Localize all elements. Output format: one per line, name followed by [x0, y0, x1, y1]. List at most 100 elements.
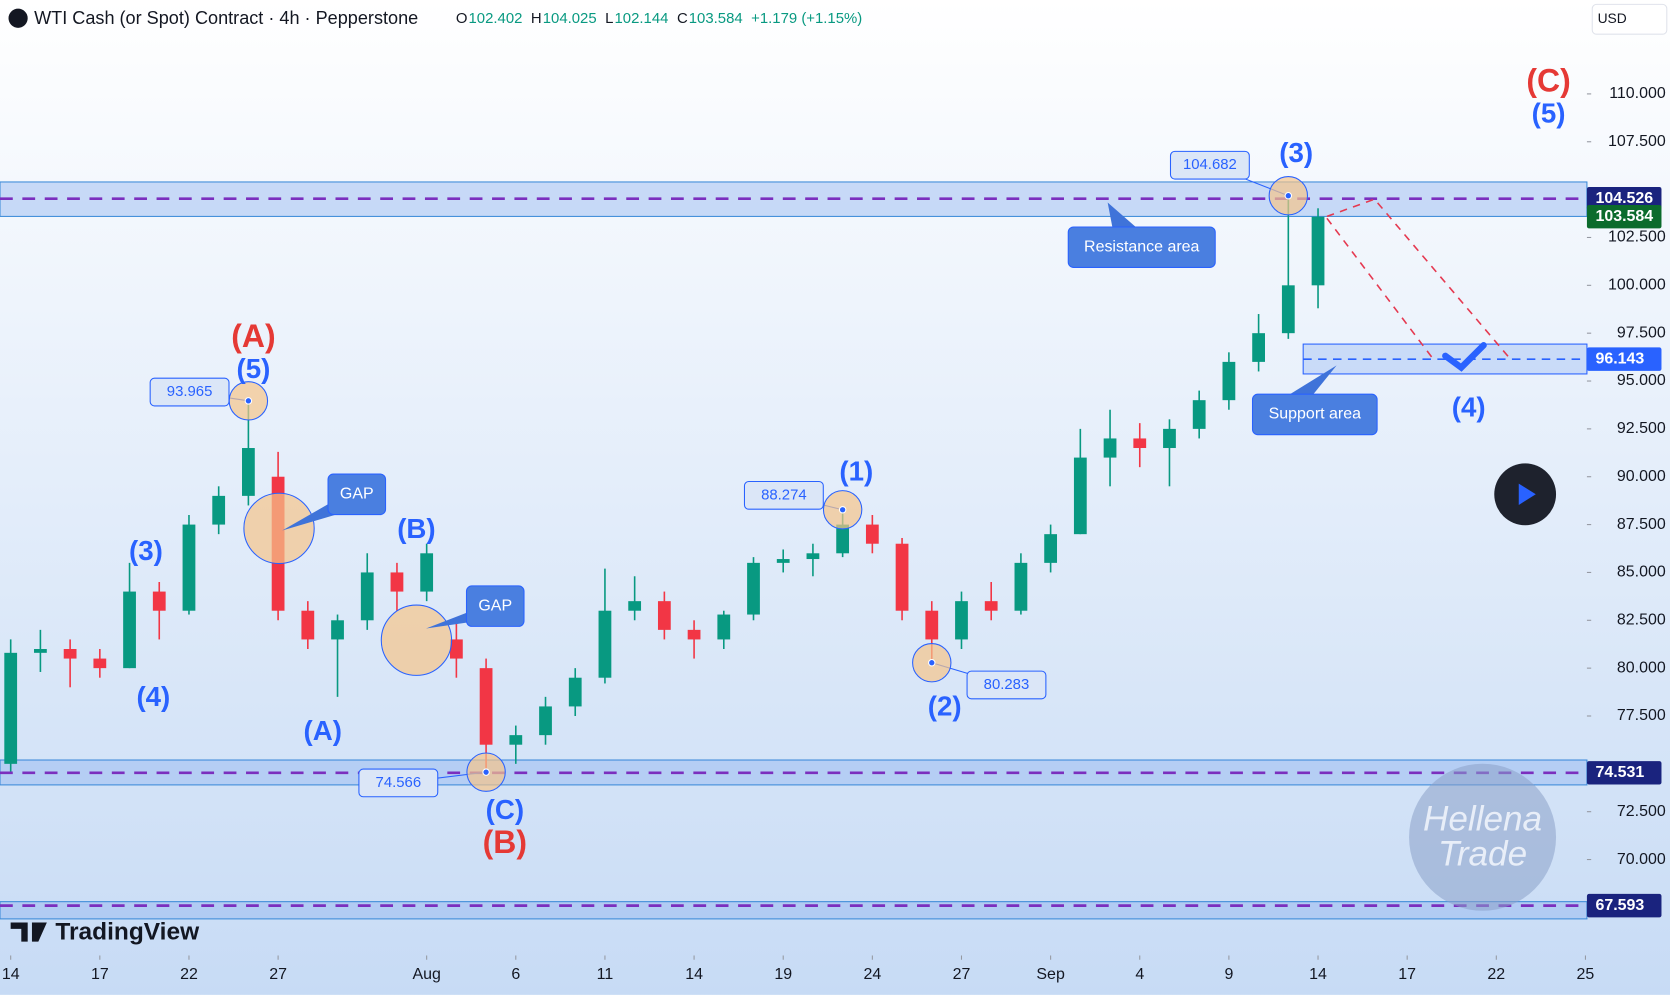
candle-body [331, 620, 344, 640]
wave-label: (4) [1452, 391, 1486, 422]
projection [1326, 217, 1435, 361]
callout-text: GAP [340, 486, 374, 503]
candle-body [242, 448, 255, 496]
wave-label: (B) [397, 513, 435, 544]
marker-value: 104.682 [1183, 157, 1237, 173]
callout-text: Support area [1269, 406, 1361, 423]
wave-label: (4) [136, 681, 170, 712]
candle-body [1133, 438, 1147, 449]
logo: TradingView [55, 919, 200, 946]
marker-value: 88.274 [761, 487, 807, 503]
candle-body [955, 601, 968, 640]
currency-box[interactable] [1591, 3, 1668, 35]
candle-body [420, 553, 434, 592]
y-tick-label: 85.000 [1617, 564, 1666, 581]
marker-box [149, 377, 230, 407]
candle-body [360, 572, 374, 621]
candle-body [1252, 333, 1265, 362]
y-tick-label: 77.500 [1617, 707, 1666, 724]
price-label: 104.526 [1595, 190, 1653, 207]
watermark-circle [1409, 763, 1557, 911]
y-tick-label: 87.500 [1617, 516, 1666, 533]
watermark: Hellena [1423, 800, 1542, 839]
candle-body [895, 543, 909, 611]
price-label: 74.531 [1595, 764, 1644, 781]
candle-body [806, 553, 820, 560]
candle-body [63, 649, 77, 659]
marker-value: 80.283 [984, 677, 1030, 693]
x-tick-label: 4 [1135, 966, 1144, 983]
callout-box [327, 473, 387, 516]
ohlc-value: 102.402 [469, 11, 523, 27]
candle-body [1044, 534, 1058, 563]
candle-body [657, 601, 671, 630]
x-tick-label: Sep [1036, 966, 1065, 983]
ohlc-key: O [456, 11, 468, 27]
gap-circle [243, 492, 315, 565]
wave-label: (2) [928, 691, 962, 722]
candle-body [1222, 361, 1236, 401]
candle-body [776, 559, 790, 563]
ohlc-key: L [605, 11, 613, 27]
marker-box [743, 480, 824, 510]
marker-dot [1284, 191, 1293, 200]
callout-tail [1289, 365, 1337, 395]
candle-body [34, 649, 47, 653]
x-tick-label: 6 [511, 966, 520, 983]
x-tick-label: Aug [412, 966, 440, 983]
candle-body [1073, 457, 1087, 535]
candle-body [836, 524, 850, 554]
candle-body [479, 668, 493, 745]
wave-label: (5) [237, 353, 271, 384]
candle-body [984, 601, 998, 611]
y-tick-label: 92.500 [1617, 420, 1666, 437]
candle-body [123, 591, 136, 669]
candle-body [182, 524, 196, 611]
projection [1326, 198, 1512, 361]
y-tick-label: 80.000 [1617, 659, 1666, 676]
x-tick-label: 14 [685, 966, 703, 983]
callout-box [465, 585, 525, 627]
candle-body [568, 677, 582, 707]
candle-body [717, 614, 731, 640]
x-tick-label: 14 [2, 966, 20, 983]
candle-body [1163, 428, 1176, 449]
y-tick-label: 107.500 [1608, 133, 1666, 150]
y-tick-label: 70.000 [1617, 851, 1666, 868]
callout-box [1067, 226, 1216, 268]
symbol-icon [8, 8, 28, 28]
price-label-box [1586, 893, 1662, 918]
x-tick-label: 25 [1577, 966, 1595, 983]
x-tick-label: 19 [774, 966, 792, 983]
ohlc-value: 103.584 [689, 11, 743, 27]
y-tick-label: 82.500 [1617, 612, 1666, 629]
candle-body [1311, 216, 1325, 286]
play-icon [1518, 483, 1536, 505]
candle-body [687, 629, 701, 640]
callout-box [1251, 393, 1378, 436]
price-label: 67.593 [1595, 897, 1644, 914]
marker-value: 93.965 [167, 384, 213, 400]
watermark: Trade [1438, 835, 1527, 874]
x-tick-label: 27 [269, 966, 287, 983]
y-tick-label: 110.000 [1609, 85, 1666, 102]
candle-body [865, 524, 879, 544]
y-tick-label: 100.000 [1608, 277, 1666, 294]
marker-dot [482, 768, 490, 776]
ohlc-value: 102.144 [615, 11, 669, 27]
x-tick-label: 22 [180, 966, 198, 983]
candle-body [925, 610, 939, 640]
candle-body [212, 495, 226, 525]
change: +1.179 (+1.15%) [751, 11, 862, 27]
zone [0, 901, 1588, 920]
candle-body [152, 591, 166, 611]
marker-dot [928, 658, 936, 667]
marker-box [1169, 150, 1250, 180]
candle-body [390, 572, 404, 592]
price-label-box [1586, 205, 1662, 229]
marker-dot [244, 397, 253, 405]
price-label-box [1586, 347, 1662, 371]
y-tick-label: 72.500 [1617, 803, 1666, 820]
marker-box [966, 670, 1047, 700]
